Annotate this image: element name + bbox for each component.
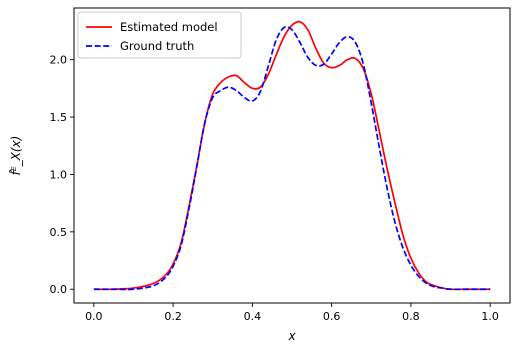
series-layer bbox=[93, 20, 491, 291]
x-axis: 0.0 0.2 0.4 0.6 0.8 1.0 bbox=[85, 303, 499, 323]
x-axis-label: x bbox=[287, 329, 296, 343]
series-line-estimated-model bbox=[93, 20, 491, 291]
legend-box bbox=[77, 11, 242, 59]
legend-label-estimated-model: Estimated model bbox=[120, 20, 218, 34]
y-tick-label: 2.0 bbox=[50, 54, 68, 67]
y-tick-label: 1.5 bbox=[50, 111, 68, 124]
legend: Estimated model Ground truth bbox=[77, 11, 242, 59]
x-tick-label: 1.0 bbox=[481, 310, 499, 323]
x-tick-label: 0.6 bbox=[323, 310, 341, 323]
plot-frame bbox=[73, 7, 511, 304]
y-axis: 0.0 0.5 1.0 1.5 2.0 bbox=[50, 54, 74, 296]
x-tick-label: 0.0 bbox=[85, 310, 103, 323]
x-tick-label: 0.2 bbox=[164, 310, 182, 323]
x-tick-label: 0.8 bbox=[402, 310, 420, 323]
x-tick-label: 0.4 bbox=[244, 310, 262, 323]
y-tick-label: 1.0 bbox=[50, 168, 68, 181]
y-tick-label: 0.0 bbox=[50, 283, 68, 296]
legend-label-ground-truth: Ground truth bbox=[120, 39, 194, 53]
y-tick-label: 0.5 bbox=[50, 226, 68, 239]
series-line-ground-truth bbox=[93, 25, 491, 291]
y-axis-label: f̂ᴱ_X(x) bbox=[9, 136, 23, 176]
